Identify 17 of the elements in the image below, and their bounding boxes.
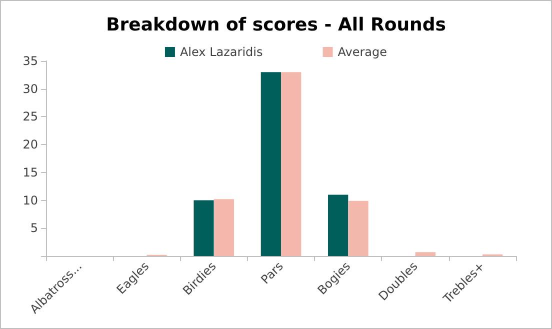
- bar: [348, 200, 368, 256]
- bar: [194, 200, 214, 256]
- y-tick-label: 20: [22, 138, 38, 152]
- legend-label: Alex Lazaridis: [180, 45, 263, 59]
- bar: [415, 252, 436, 256]
- bar: [281, 72, 302, 256]
- y-tick-label: 35: [22, 54, 38, 68]
- y-tick-label: 5: [30, 221, 38, 236]
- bar: [214, 199, 234, 256]
- bar: [328, 194, 348, 256]
- bar: [260, 72, 281, 256]
- y-tick-label: 15: [22, 165, 38, 180]
- y-tick-label: 10: [22, 193, 38, 208]
- chart-title: Breakdown of scores - All Rounds: [106, 14, 446, 36]
- y-tick-label: 30: [22, 82, 38, 96]
- legend-label: Average: [338, 45, 388, 59]
- y-tick-label: 25: [22, 110, 38, 124]
